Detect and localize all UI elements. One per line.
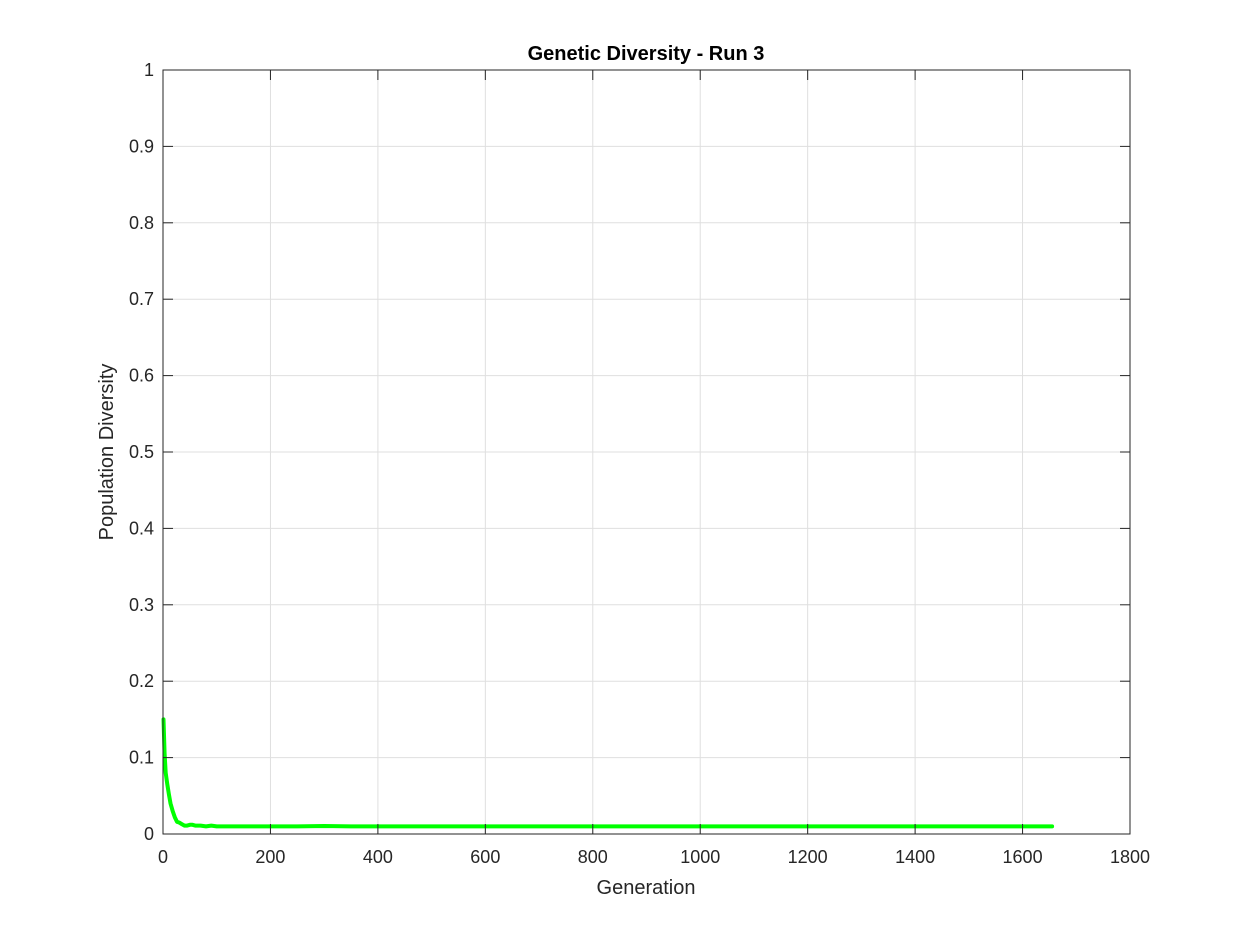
y-tick-label: 0 (144, 824, 154, 844)
grid (163, 70, 1130, 834)
chart-title: Genetic Diversity - Run 3 (528, 43, 765, 65)
y-tick-label: 0.1 (129, 748, 154, 768)
y-tick-label: 1 (144, 60, 154, 80)
y-tick-labels: 0 0.1 0.2 0.3 0.4 0.5 0.6 0.7 0.8 0.9 1 (129, 60, 154, 844)
y-tick-label: 0.8 (129, 213, 154, 233)
y-tick-label: 0.2 (129, 671, 154, 691)
y-tick-label: 0.9 (129, 136, 154, 156)
y-axis-label: Population Diversity (96, 364, 118, 541)
series-layer (161, 717, 1055, 829)
y-tick-label: 0.4 (129, 518, 154, 538)
y-tick-label: 0.3 (129, 595, 154, 615)
x-tick-label: 1000 (680, 847, 720, 867)
diversity-series-line (161, 717, 1055, 829)
x-tick-label: 1200 (788, 847, 828, 867)
x-tick-label: 200 (255, 847, 285, 867)
x-tick-label: 1800 (1110, 847, 1150, 867)
y-tick-label: 0.7 (129, 289, 154, 309)
x-tick-label: 0 (158, 847, 168, 867)
x-tick-label: 1400 (895, 847, 935, 867)
x-axis-label: Generation (597, 877, 696, 899)
y-tick-label: 0.5 (129, 442, 154, 462)
x-tick-label: 400 (363, 847, 393, 867)
x-tick-label: 800 (578, 847, 608, 867)
ticks (162, 69, 1131, 835)
x-tick-label: 600 (470, 847, 500, 867)
x-tick-labels: 0 200 400 600 800 1000 1200 1400 1600 1800 (158, 847, 1150, 867)
x-tick-label: 1600 (1003, 847, 1043, 867)
y-tick-label: 0.6 (129, 366, 154, 386)
